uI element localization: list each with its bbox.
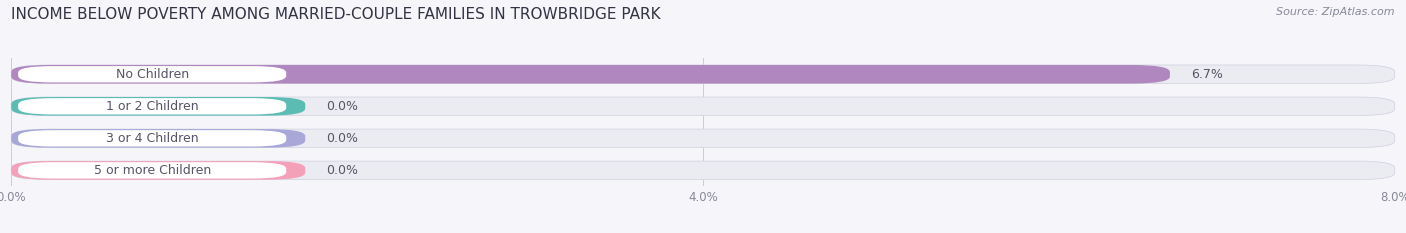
Text: 5 or more Children: 5 or more Children [94, 164, 211, 177]
Text: 0.0%: 0.0% [326, 100, 359, 113]
FancyBboxPatch shape [11, 97, 1395, 116]
FancyBboxPatch shape [18, 130, 287, 147]
Text: 6.7%: 6.7% [1191, 68, 1223, 81]
Text: 0.0%: 0.0% [326, 164, 359, 177]
FancyBboxPatch shape [11, 65, 1170, 84]
FancyBboxPatch shape [11, 129, 305, 148]
FancyBboxPatch shape [11, 65, 1395, 84]
FancyBboxPatch shape [11, 161, 305, 180]
FancyBboxPatch shape [11, 97, 305, 116]
Text: 3 or 4 Children: 3 or 4 Children [105, 132, 198, 145]
Text: 1 or 2 Children: 1 or 2 Children [105, 100, 198, 113]
FancyBboxPatch shape [18, 98, 287, 114]
Text: Source: ZipAtlas.com: Source: ZipAtlas.com [1277, 7, 1395, 17]
FancyBboxPatch shape [11, 161, 1395, 180]
FancyBboxPatch shape [18, 162, 287, 178]
Text: 0.0%: 0.0% [326, 132, 359, 145]
FancyBboxPatch shape [11, 129, 1395, 148]
Text: INCOME BELOW POVERTY AMONG MARRIED-COUPLE FAMILIES IN TROWBRIDGE PARK: INCOME BELOW POVERTY AMONG MARRIED-COUPL… [11, 7, 661, 22]
Text: No Children: No Children [115, 68, 188, 81]
FancyBboxPatch shape [18, 66, 287, 82]
